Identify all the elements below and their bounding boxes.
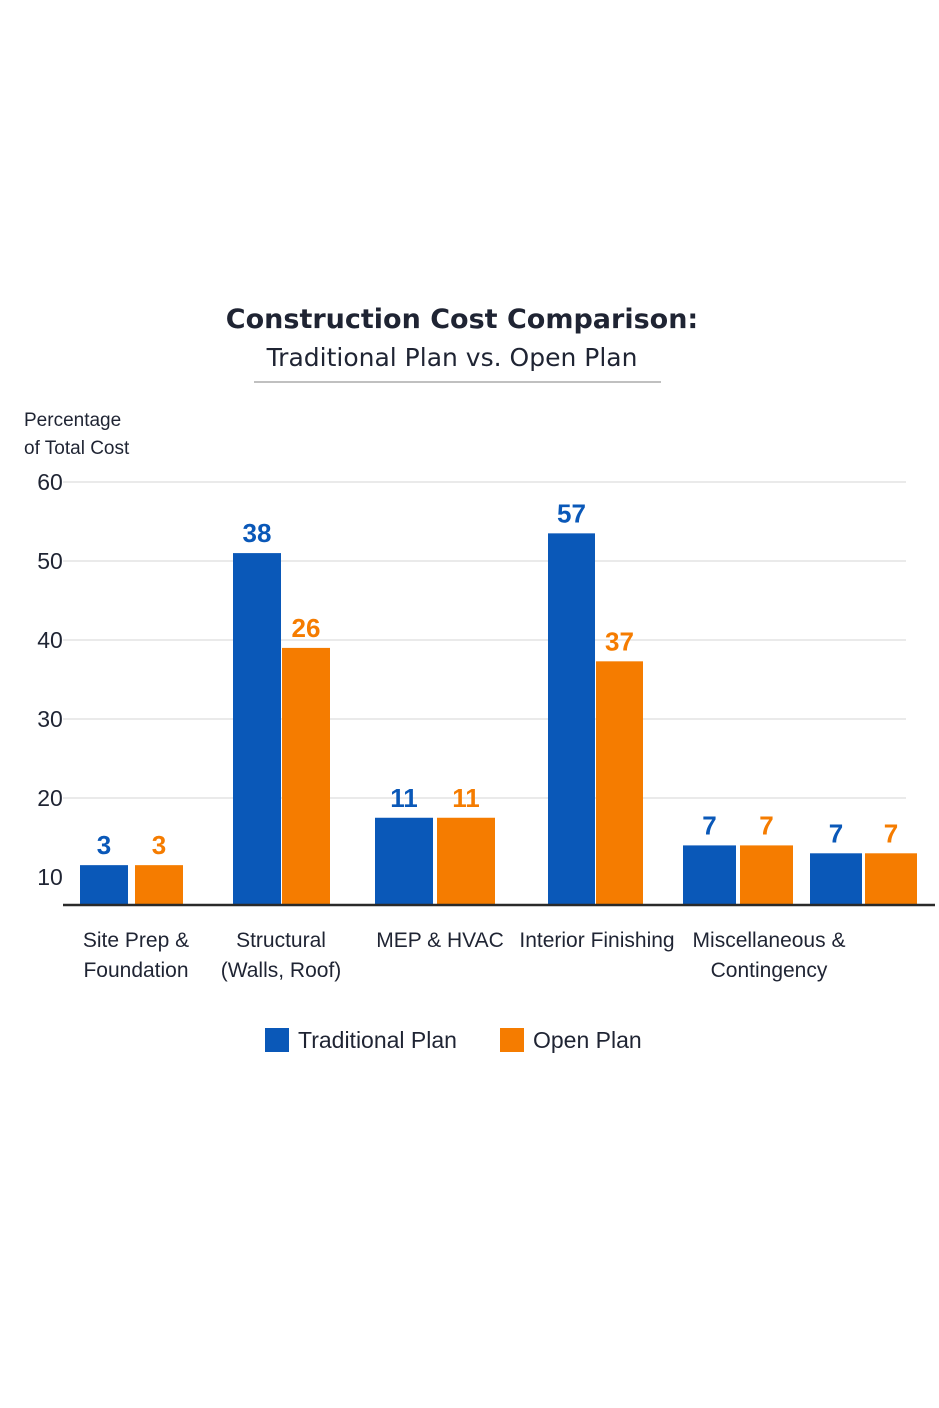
y-tick-label: 10: [37, 864, 63, 890]
legend-label: Traditional Plan: [298, 1027, 457, 1053]
data-label: 57: [557, 498, 586, 528]
y-tick-label: 30: [37, 706, 63, 732]
data-label: 26: [292, 613, 321, 643]
category-label: Miscellaneous &: [693, 929, 846, 952]
bar: [282, 647, 330, 905]
legend: Traditional Plan Open Plan: [265, 1027, 642, 1053]
category-label: Site Prep &: [83, 929, 189, 952]
data-label: 7: [759, 810, 773, 840]
category-labels: Site Prep & Foundation Structural (Walls, R…: [83, 929, 846, 982]
y-tick-label: 60: [37, 469, 63, 495]
y-tick-label: 20: [37, 785, 63, 811]
bars: [80, 533, 917, 905]
legend-swatch: [500, 1028, 524, 1052]
bar: [865, 853, 917, 905]
data-label: 7: [884, 818, 898, 848]
bar: [548, 533, 595, 905]
category-label: Interior Finishing: [519, 929, 674, 952]
data-label: 37: [605, 626, 634, 656]
bar: [233, 553, 281, 905]
y-tick-label: 40: [37, 627, 63, 653]
y-axis-label-line-1: Percentage: [24, 410, 121, 431]
data-label: 7: [829, 818, 843, 848]
bar: [80, 865, 128, 905]
bar: [740, 845, 793, 905]
chart-title: Construction Cost Comparison:: [226, 304, 698, 335]
category-label: Contingency: [711, 959, 828, 982]
data-label: 11: [390, 783, 418, 813]
y-tick-labels: 10 20 30 40 50 60: [37, 469, 63, 890]
bar: [375, 817, 433, 905]
data-label: 11: [452, 783, 480, 813]
bar: [810, 853, 862, 905]
data-labels: 3 3 38 26 11 11 57 37 7 7 7 7: [97, 498, 898, 860]
bar: [437, 817, 495, 905]
bar: [135, 865, 183, 905]
legend-swatch: [265, 1028, 289, 1052]
chart-subtitle: Traditional Plan vs. Open Plan: [266, 343, 638, 372]
category-label: Structural: [236, 929, 326, 952]
gridlines: [63, 481, 906, 799]
data-label: 38: [243, 518, 272, 548]
y-tick-label: 50: [37, 548, 63, 574]
legend-label: Open Plan: [533, 1027, 642, 1053]
data-label: 7: [702, 810, 716, 840]
data-label: 3: [97, 830, 111, 860]
category-label: Foundation: [83, 959, 188, 982]
bar: [596, 661, 643, 905]
data-label: 3: [152, 830, 166, 860]
bar: [683, 845, 736, 905]
category-label: MEP & HVAC: [376, 929, 504, 952]
category-label: (Walls, Roof): [221, 959, 342, 982]
y-axis-label-line-2: of Total Cost: [24, 438, 130, 459]
